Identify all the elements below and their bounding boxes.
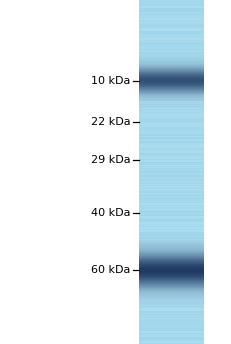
Text: 10 kDa: 10 kDa (91, 76, 131, 86)
Text: 22 kDa: 22 kDa (91, 117, 131, 127)
Text: 60 kDa: 60 kDa (91, 265, 131, 275)
Text: 29 kDa: 29 kDa (91, 155, 131, 165)
Text: 40 kDa: 40 kDa (91, 208, 131, 218)
